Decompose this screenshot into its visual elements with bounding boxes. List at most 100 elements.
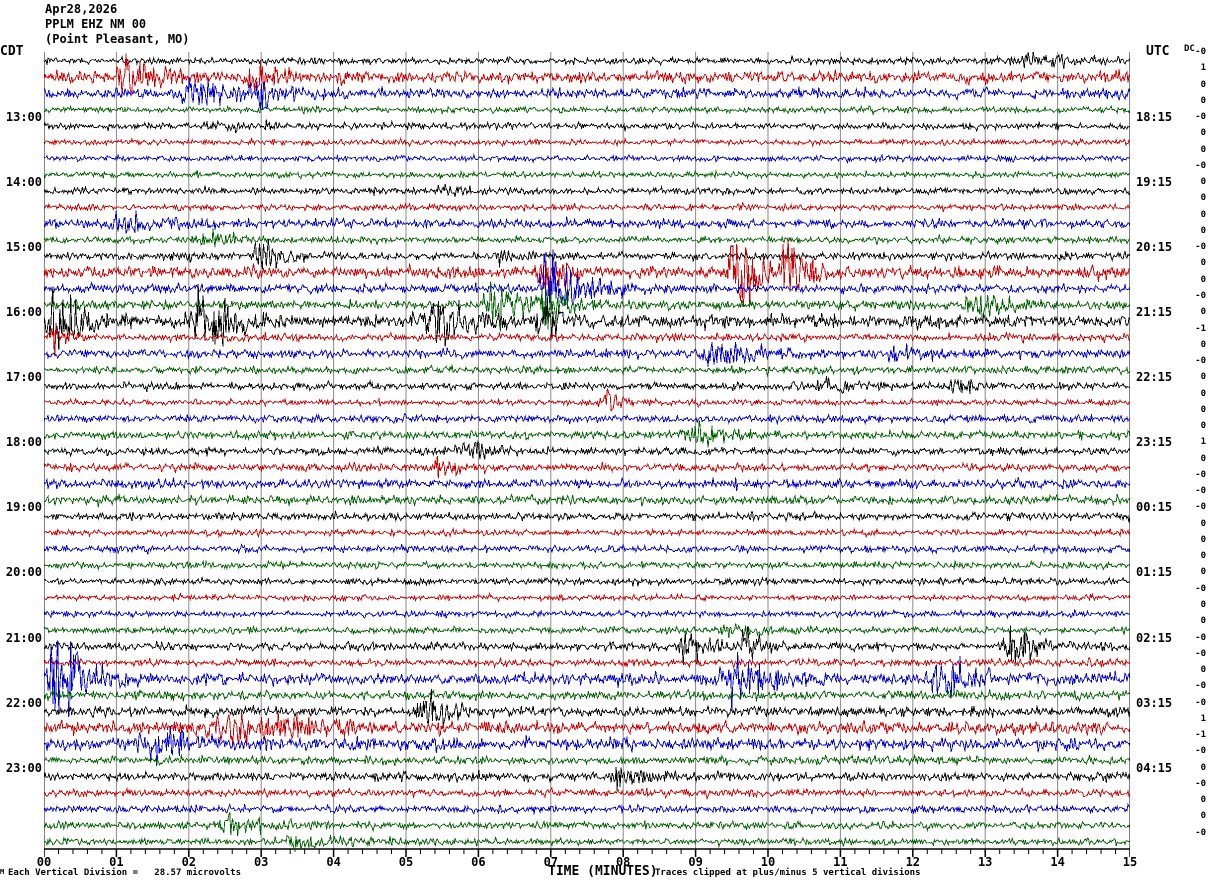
seismic-trace (44, 237, 1130, 308)
dc-value: 0 (1200, 79, 1206, 90)
dc-value: -0 (1195, 681, 1206, 692)
seismic-trace (44, 119, 1130, 135)
right-time-label: 02:15 (1136, 630, 1173, 645)
seismic-trace (44, 575, 1130, 588)
right-time-label: 23:15 (1136, 435, 1173, 450)
x-tick-label: 06 (471, 855, 486, 869)
x-tick-label: 03 (253, 855, 269, 869)
seismic-trace (44, 136, 1130, 148)
right-time-label: 18:15 (1136, 110, 1173, 125)
seismic-trace (44, 688, 1130, 703)
seismic-trace (44, 802, 1130, 815)
seismic-trace (44, 835, 1130, 853)
dc-value: -0 (1195, 746, 1206, 757)
right-time-label: 19:15 (1136, 175, 1173, 190)
dc-value: 0 (1200, 128, 1206, 139)
dc-value: -0 (1195, 356, 1206, 367)
seismic-trace (44, 341, 1130, 367)
x-tick-label: 12 (905, 855, 921, 869)
seismic-trace (44, 363, 1130, 378)
dc-value: 0 (1200, 453, 1206, 464)
dc-value: 0 (1200, 421, 1206, 432)
seismic-trace (44, 711, 1130, 747)
seismic-trace (44, 655, 1130, 670)
dc-value: 0 (1200, 144, 1206, 155)
right-time-label: 01:15 (1136, 565, 1173, 580)
seismogram-plot (44, 52, 1130, 857)
x-tick-label: 07 (543, 855, 559, 869)
seismogram-canvas (44, 52, 1130, 857)
dc-value: -0 (1195, 583, 1206, 594)
dc-value: 0 (1200, 811, 1206, 822)
seismic-trace (44, 689, 1130, 727)
dc-value: 0 (1200, 600, 1206, 611)
seismic-trace (44, 510, 1130, 523)
dc-value: 0 (1200, 404, 1206, 415)
seismic-trace (44, 812, 1130, 836)
x-tick-label: 13 (977, 855, 993, 869)
x-axis-title: TIME (MINUTES) (548, 864, 658, 879)
dc-value: 0 (1200, 518, 1206, 529)
dc-value: -0 (1195, 778, 1206, 789)
seismic-trace (44, 104, 1130, 117)
dc-value: -0 (1195, 290, 1206, 301)
dc-value: 0 (1200, 307, 1206, 318)
right-time-label: 21:15 (1136, 305, 1173, 320)
seismic-trace (44, 169, 1130, 180)
dc-value: -0 (1195, 632, 1206, 643)
dc-value: 0 (1200, 95, 1206, 106)
dc-value: -1 (1195, 323, 1206, 334)
dc-value: -0 (1195, 47, 1206, 57)
seismic-trace (44, 786, 1130, 801)
seismic-trace (44, 420, 1130, 448)
seismic-trace (44, 210, 1130, 234)
seismic-trace (44, 239, 1130, 270)
x-tick-label: 14 (1050, 855, 1065, 869)
seismic-trace (44, 153, 1130, 165)
x-tick-label: 11 (833, 855, 848, 869)
dc-value: -0 (1195, 648, 1206, 659)
dc-value: 0 (1200, 225, 1206, 236)
dc-value: 0 (1200, 258, 1206, 269)
dc-value: -1 (1195, 730, 1206, 741)
dc-value: 1 (1200, 713, 1206, 724)
seismic-trace (44, 592, 1130, 603)
x-tick-label: 01 (109, 855, 124, 869)
dc-value: -0 (1195, 697, 1206, 708)
x-tick-label: 10 (760, 855, 776, 869)
left-time-label: 15:00 (5, 240, 42, 255)
seismic-trace (44, 439, 1130, 460)
x-tick-label: 00 (36, 855, 52, 869)
dc-value: -0 (1195, 112, 1206, 123)
dc-value: -0 (1195, 502, 1206, 513)
header-station-name: (Point Pleasant, MO) (45, 32, 190, 46)
seismic-trace (44, 201, 1130, 213)
left-time-label: 13:00 (5, 110, 42, 125)
dc-value: 0 (1200, 339, 1206, 350)
seismic-trace (44, 753, 1130, 767)
seismic-trace (44, 767, 1130, 791)
left-time-label: 16:00 (5, 305, 42, 320)
minor-tick-note: M (0, 868, 5, 876)
seismic-trace (44, 183, 1130, 197)
seismic-trace (44, 608, 1130, 620)
header-date: Apr28,2026 (45, 2, 118, 16)
dc-value: -0 (1195, 160, 1206, 171)
seismic-trace (44, 52, 1130, 69)
x-tick-label: 02 (181, 855, 197, 869)
x-tick-label: 04 (326, 855, 341, 869)
seismic-trace (44, 249, 1130, 320)
x-tick-label: 05 (398, 855, 414, 869)
dc-value: 0 (1200, 795, 1206, 806)
dc-value: 0 (1200, 209, 1206, 220)
left-time-label: 18:00 (5, 435, 42, 450)
seismic-trace (44, 542, 1130, 555)
header-station-code: PPLM EHZ NM 00 (45, 17, 147, 31)
dc-value: -0 (1195, 486, 1206, 497)
dc-value: 0 (1200, 193, 1206, 204)
dc-value: 0 (1200, 665, 1206, 676)
dc-value: 0 (1200, 551, 1206, 562)
left-time-label: 22:00 (5, 695, 42, 710)
seismic-trace (44, 323, 1130, 357)
right-timezone-label: UTC (1146, 44, 1170, 59)
